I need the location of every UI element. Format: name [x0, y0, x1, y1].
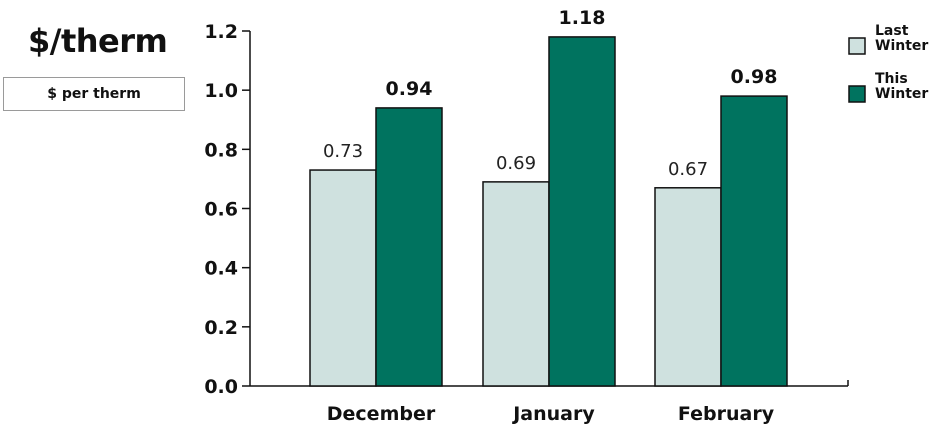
- data-label: 0.73: [323, 141, 363, 162]
- bar-this-winter: [375, 107, 443, 387]
- data-label: 0.94: [386, 78, 433, 100]
- chart-title: $/therm: [28, 22, 168, 60]
- legend-swatch: [848, 85, 866, 103]
- y-tick-label: 0.0: [204, 376, 238, 398]
- y-tick-label: 1.0: [204, 80, 238, 102]
- unit-label: $ per therm: [47, 86, 141, 102]
- legend-label: Winter: [875, 38, 928, 54]
- legend-label: This: [875, 71, 908, 87]
- data-label: 1.18: [559, 7, 606, 29]
- unit-label-box: $ per therm: [3, 77, 185, 111]
- x-tick-label: January: [511, 403, 595, 425]
- bar-this-winter: [720, 95, 788, 387]
- bar-last-winter: [482, 181, 550, 387]
- data-label: 0.67: [668, 159, 708, 180]
- x-tick-label: February: [678, 403, 775, 425]
- x-tick-label: December: [327, 403, 436, 425]
- legend-label: Last: [875, 23, 909, 39]
- y-tick-label: 1.2: [204, 21, 238, 43]
- legend-label: Winter: [875, 86, 928, 102]
- bar-last-winter: [654, 187, 722, 387]
- y-tick-label: 0.2: [204, 317, 238, 339]
- y-tick-label: 0.8: [204, 139, 238, 161]
- y-tick-label: 0.4: [204, 258, 238, 280]
- y-tick-label: 0.6: [204, 199, 238, 221]
- bar-this-winter: [548, 36, 616, 387]
- legend-swatch: [848, 37, 866, 55]
- data-label: 0.69: [496, 153, 536, 174]
- chart-bars: [309, 36, 788, 387]
- bar-last-winter: [309, 169, 377, 387]
- chart-labels: 0.73 0.94 December 0.69 1.18 January 0.67 0.98 F…: [323, 7, 777, 425]
- data-label: 0.98: [731, 66, 778, 88]
- chart-axes: 0.0 0.2 0.4 0.6 0.8 1.0 1.2: [204, 21, 849, 398]
